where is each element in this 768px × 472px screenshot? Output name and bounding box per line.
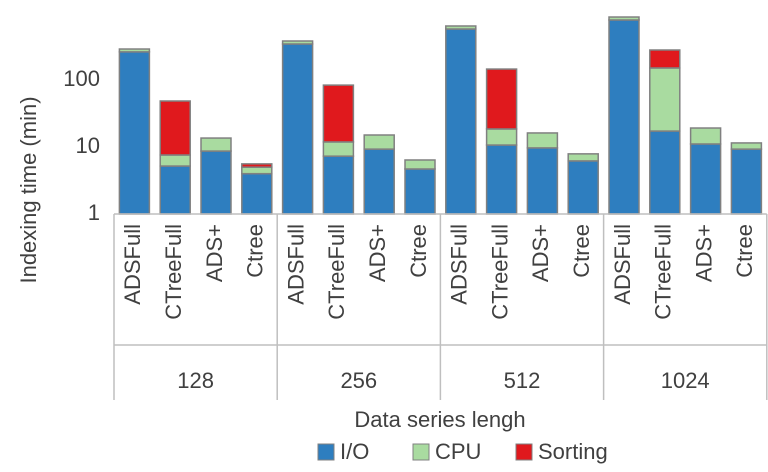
bar-segment — [322, 155, 355, 215]
x-tick-label: Ctree — [243, 224, 268, 278]
x-tick-label: ADSFull — [610, 224, 635, 305]
group-label: 1024 — [661, 368, 710, 393]
bar-segment — [689, 127, 722, 145]
bar-segment — [608, 19, 640, 215]
bar-segment — [567, 153, 599, 162]
legend-swatch — [515, 443, 533, 461]
bar-segment — [159, 154, 191, 167]
bar-segment — [526, 132, 559, 149]
bar-segment — [445, 25, 477, 30]
x-tick-label: Ctree — [732, 224, 757, 278]
legend-label: I/O — [340, 439, 369, 464]
legend-swatch — [317, 443, 335, 461]
x-tick-label: ADSFull — [447, 224, 472, 305]
bar-segment — [567, 160, 599, 215]
bar-segment — [649, 67, 681, 132]
bar-segment — [363, 148, 395, 215]
x-tick-label: Ctree — [569, 224, 594, 278]
group-label: 512 — [504, 368, 541, 393]
x-tick-label: CTreeFull — [487, 224, 512, 320]
bar-segment — [485, 128, 518, 146]
x-axis-title: Data series lengh — [354, 407, 525, 432]
x-tick-label: CTreeFull — [161, 224, 186, 320]
bar-segment — [649, 49, 681, 69]
bar-segment — [281, 43, 314, 215]
bar-segment — [200, 150, 232, 215]
bar-segment — [241, 163, 273, 168]
bar-segment — [730, 142, 763, 150]
x-tick-label: ADS+ — [365, 224, 390, 282]
x-tick-label: CTreeFull — [651, 224, 676, 320]
group-label: 256 — [340, 368, 377, 393]
x-tick-label: CTreeFull — [324, 224, 349, 320]
bar-segment — [485, 68, 518, 130]
y-tick-label: 100 — [63, 66, 100, 91]
bar-segment — [118, 51, 151, 215]
bar-segment — [281, 40, 314, 45]
bar-segment — [608, 16, 640, 21]
bar-segment — [118, 48, 151, 53]
x-tick-label: Ctree — [406, 224, 431, 278]
bar-segment — [649, 130, 681, 215]
legend-label: CPU — [435, 439, 481, 464]
bar-segment — [322, 141, 355, 157]
group-label: 128 — [177, 368, 214, 393]
bar-segment — [241, 166, 273, 175]
y-axis-title: Indexing time (min) — [16, 96, 41, 283]
bar-segment — [159, 100, 191, 156]
bar-segment — [485, 144, 518, 215]
bar-segment — [404, 168, 436, 215]
bar-segment — [200, 137, 232, 152]
bar-segment — [363, 134, 395, 150]
bar-segment — [159, 165, 191, 215]
bar-segment — [322, 84, 355, 143]
bar-segment — [404, 159, 436, 170]
legend-swatch — [412, 443, 430, 461]
y-tick-label: 1 — [88, 200, 100, 225]
x-tick-label: ADSFull — [283, 224, 308, 305]
x-tick-label: ADS+ — [691, 224, 716, 282]
x-tick-label: ADS+ — [202, 224, 227, 282]
x-tick-label: ADS+ — [528, 224, 553, 282]
legend-label: Sorting — [538, 439, 608, 464]
y-tick-label: 10 — [76, 133, 100, 158]
bar-segment — [445, 28, 477, 215]
bar-segment — [689, 143, 722, 215]
bar-segment — [526, 147, 559, 215]
x-tick-label: ADSFull — [120, 224, 145, 305]
bar-segment — [730, 148, 763, 215]
bar-segment — [241, 172, 273, 215]
